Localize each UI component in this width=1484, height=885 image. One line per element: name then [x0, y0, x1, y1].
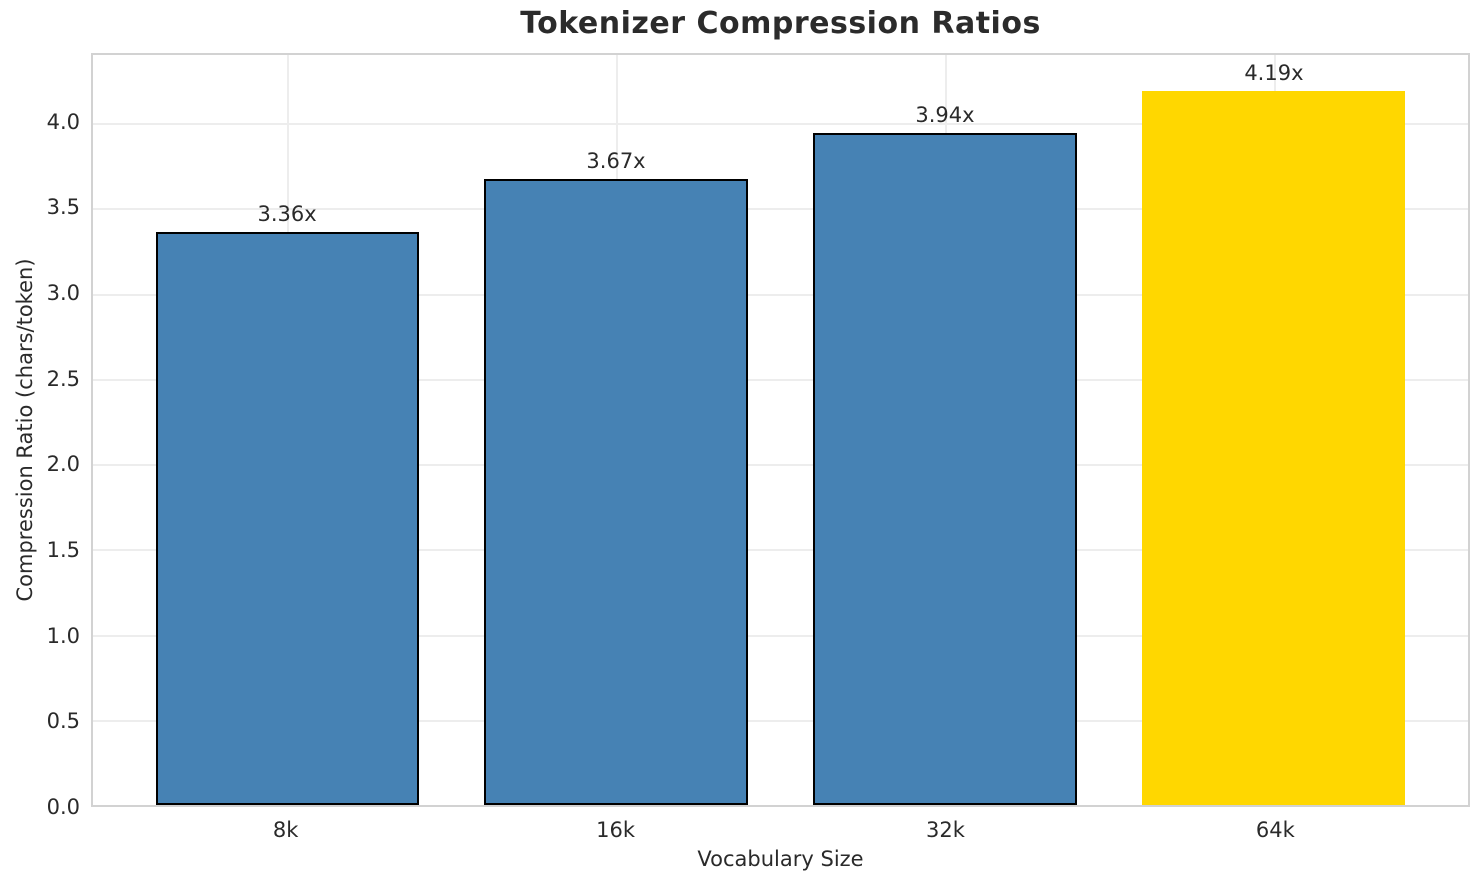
bar-16k	[484, 179, 748, 805]
y-tick-label: 3.0	[46, 280, 80, 305]
chart-title: Tokenizer Compression Ratios	[520, 6, 1041, 41]
y-tick-label: 2.5	[46, 366, 80, 391]
y-tick-label: 3.5	[46, 195, 80, 220]
bar-value-label: 3.67x	[586, 149, 646, 174]
bar-value-label: 3.36x	[257, 202, 317, 227]
gridline-horizontal	[93, 549, 1468, 552]
bar-value-label: 3.94x	[915, 103, 975, 128]
bar-32k	[813, 133, 1077, 805]
y-tick-label: 0.0	[46, 795, 80, 819]
gridline-horizontal	[93, 719, 1468, 722]
x-tick-label: 16k	[596, 818, 635, 842]
gridline-horizontal	[93, 464, 1468, 467]
x-tick-label: 32k	[925, 818, 965, 842]
y-tick-label: 0.5	[46, 709, 80, 734]
bar-value-label: 4.19x	[1244, 60, 1304, 85]
x-axis-label: Vocabulary Size	[697, 847, 864, 871]
bar-8k	[155, 232, 419, 805]
y-tick-label: 1.5	[46, 537, 80, 562]
y-tick-label: 4.0	[46, 109, 80, 134]
x-tick-label: 64k	[1255, 818, 1295, 842]
x-tick-label: 8k	[272, 818, 299, 842]
bar-64k	[1142, 90, 1406, 805]
gridline-horizontal	[93, 634, 1468, 637]
gridline-horizontal	[93, 378, 1468, 381]
plot-area: 3.36x 3.67x 3.94x 4.19x	[91, 53, 1470, 807]
y-tick-label: 2.0	[46, 452, 80, 477]
y-tick-label: 1.0	[46, 623, 80, 648]
gridline-horizontal	[93, 208, 1468, 211]
gridline-horizontal	[93, 123, 1468, 126]
gridline-horizontal	[93, 293, 1468, 296]
